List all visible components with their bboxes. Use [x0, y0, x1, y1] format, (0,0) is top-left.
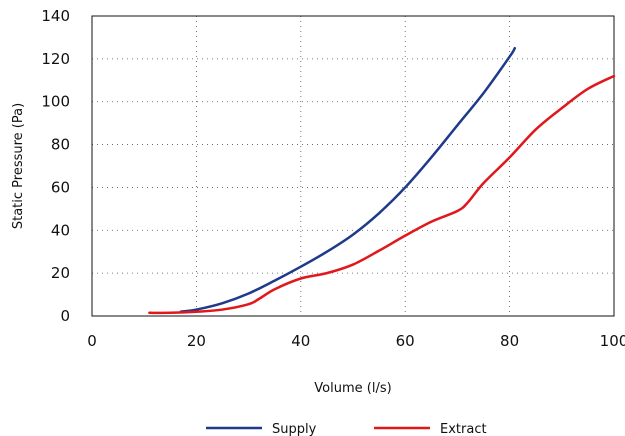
x-tick-label: 80: [500, 332, 519, 350]
x-tick-label: 0: [87, 332, 97, 350]
y-tick-label: 20: [51, 264, 70, 282]
y-tick-label: 140: [41, 7, 70, 25]
x-axis-ticks: 0 20 40 60 80 100: [87, 332, 625, 350]
extract-legend-label: Extract: [440, 422, 487, 436]
x-tick-label: 100: [600, 332, 625, 350]
supply-legend-label: Supply: [272, 422, 317, 436]
x-tick-label: 40: [291, 332, 310, 350]
series-lines: [148, 46, 616, 315]
y-axis-ticks: 0 20 40 60 80 100 120 140: [41, 7, 70, 325]
grid-lines: [92, 16, 614, 316]
supply-series-line: [179, 46, 517, 313]
x-tick-label: 60: [396, 332, 415, 350]
x-axis-title: Volume (l/s): [314, 381, 391, 396]
y-axis-title: Static Pressure (Pa): [11, 103, 26, 229]
y-tick-label: 80: [51, 136, 70, 154]
y-tick-label: 100: [41, 93, 70, 111]
legend: Supply Extract: [206, 422, 487, 436]
extract-series-line: [148, 74, 616, 315]
y-tick-label: 60: [51, 178, 70, 196]
y-tick-label: 0: [60, 307, 70, 325]
y-tick-label: 120: [41, 50, 70, 68]
y-tick-label: 40: [51, 221, 70, 239]
x-tick-label: 20: [187, 332, 206, 350]
plot-area-frame: [91, 15, 615, 317]
